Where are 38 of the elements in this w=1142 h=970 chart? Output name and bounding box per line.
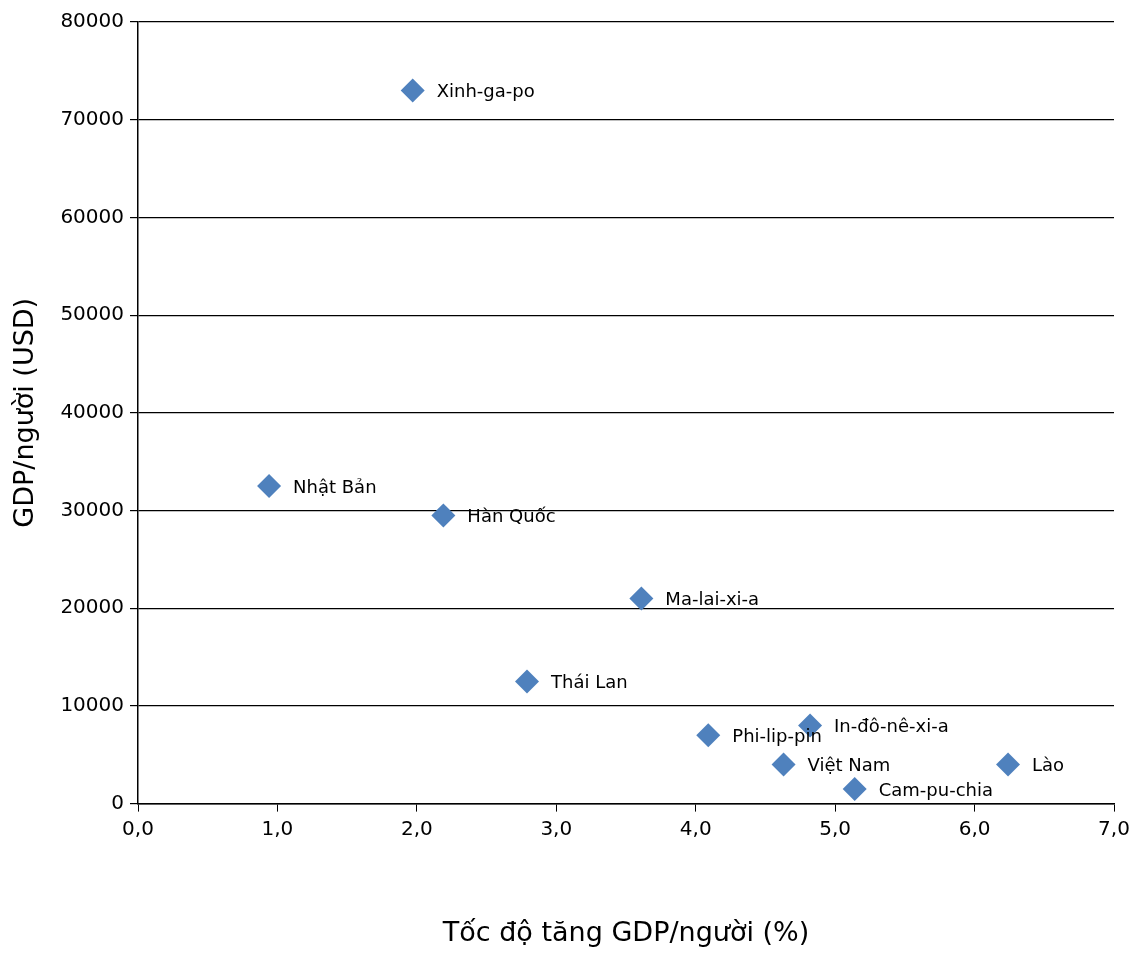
x-tick-label: 0,0 xyxy=(122,815,154,840)
annotation: Cam-pu-chia xyxy=(878,778,993,800)
x-tick-label: 2,0 xyxy=(400,815,433,840)
annotation: In-đô-nê-xi-a xyxy=(834,715,949,737)
point xyxy=(515,669,540,694)
point xyxy=(400,78,425,103)
y-tick-label: 30000 xyxy=(60,496,125,521)
annotation: Xinh-ga-po xyxy=(436,80,535,102)
annotation: Việt Nam xyxy=(807,754,891,776)
x-tick-label: 7,0 xyxy=(1098,815,1130,840)
y-tick-label: 20000 xyxy=(60,594,125,619)
y-tick-label: 60000 xyxy=(60,203,125,228)
point xyxy=(629,586,654,611)
y-tick-label: 0 xyxy=(111,789,125,814)
x-tick-label: 5,0 xyxy=(819,815,852,840)
annotation: Hàn Quốc xyxy=(467,505,556,527)
annotation: Lào xyxy=(1032,754,1065,776)
point xyxy=(431,503,456,528)
point xyxy=(842,776,867,801)
x-tick-label: 3,0 xyxy=(540,815,573,840)
annotation: Thái Lan xyxy=(550,671,628,693)
point xyxy=(257,474,282,499)
annotation: Ma-lai-xi-a xyxy=(665,588,760,610)
y-tick-label: 40000 xyxy=(60,399,125,423)
x-axis-title: Tốc độ tăng GDP/người (%) xyxy=(441,915,810,947)
point xyxy=(771,752,796,777)
y-axis-title: GDP/người (USD) xyxy=(8,297,40,528)
x-tick-label: 4,0 xyxy=(679,815,712,840)
x-tick-label: 6,0 xyxy=(958,815,991,840)
y-tick-label: 70000 xyxy=(60,105,125,130)
point xyxy=(696,723,721,748)
y-tick-label: 50000 xyxy=(60,301,125,326)
y-tick-label: 10000 xyxy=(60,692,125,717)
y-tick-label: 80000 xyxy=(60,8,125,33)
annotation: Nhật Bản xyxy=(293,475,377,497)
annotation: Phi-lip-pin xyxy=(732,724,822,746)
point xyxy=(996,752,1021,777)
x-tick-label: 1,0 xyxy=(261,815,294,840)
